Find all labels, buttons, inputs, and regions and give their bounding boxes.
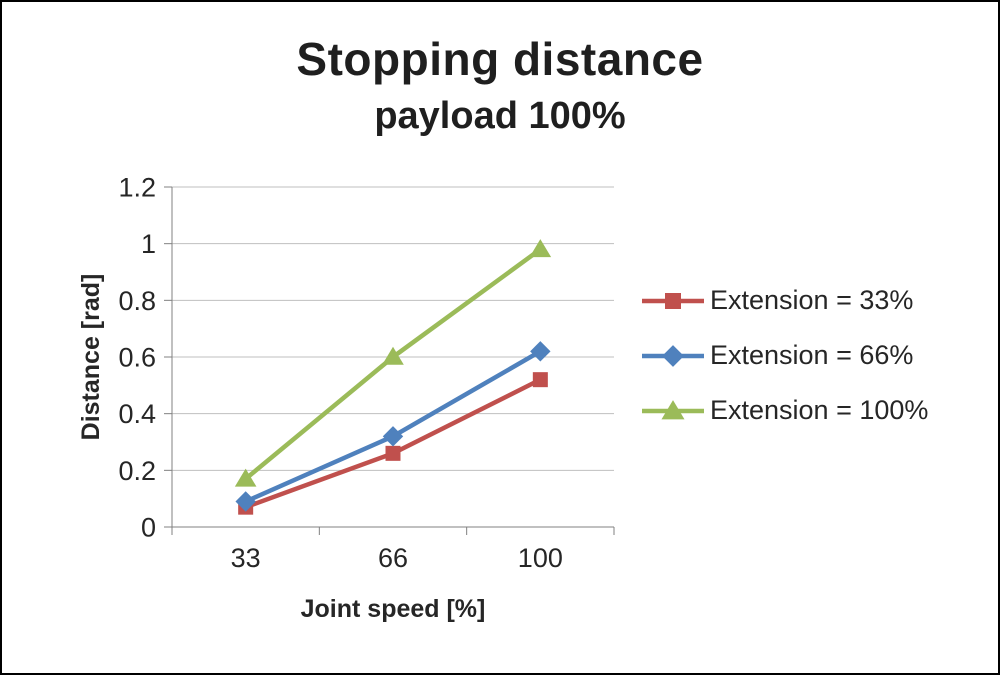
x-axis-title: Joint speed [%] (301, 595, 486, 623)
legend-label: Extension = 100% (710, 395, 929, 425)
triangle-marker (661, 399, 685, 419)
x-tick-label: 66 (378, 543, 408, 573)
legend-swatch-triangle (642, 399, 704, 419)
triangle-marker (382, 346, 404, 365)
square-marker (665, 292, 681, 309)
square-marker (532, 372, 548, 388)
triangle-marker (234, 468, 257, 487)
y-tick-label: 0.6 (118, 342, 156, 372)
y-tick-label: 1.2 (118, 172, 156, 202)
legend: Extension = 33% Extension = 66% Extensio… (642, 285, 928, 426)
diamond-marker (235, 491, 256, 512)
legend-swatch-square (642, 292, 704, 309)
y-tick-label: 0.4 (118, 399, 156, 429)
legend-label: Extension = 66% (710, 340, 914, 370)
chart-title: Stopping distance (296, 33, 704, 85)
y-tick-label: 0.2 (118, 456, 156, 486)
triangle-marker (529, 239, 552, 258)
square-marker (385, 445, 401, 461)
legend-item-extension-100: Extension = 100% (642, 395, 928, 426)
y-axis-title: Distance [rad] (77, 274, 105, 441)
y-tick-label: 0 (141, 512, 156, 542)
legend-label: Extension = 33% (710, 285, 914, 315)
legend-swatch-diamond (642, 344, 704, 367)
legend-item-extension-33: Extension = 33% (642, 285, 928, 316)
y-tick-label: 0.8 (118, 286, 156, 316)
x-tick-label: 33 (231, 543, 261, 573)
x-tick-label: 100 (518, 543, 563, 573)
diamond-marker (530, 341, 551, 362)
diamond-marker (662, 344, 684, 367)
chart-subtitle: payload 100% (374, 95, 626, 137)
y-tick-label: 1 (141, 229, 156, 259)
diamond-marker (382, 426, 404, 447)
legend-item-extension-66: Extension = 66% (642, 340, 928, 371)
